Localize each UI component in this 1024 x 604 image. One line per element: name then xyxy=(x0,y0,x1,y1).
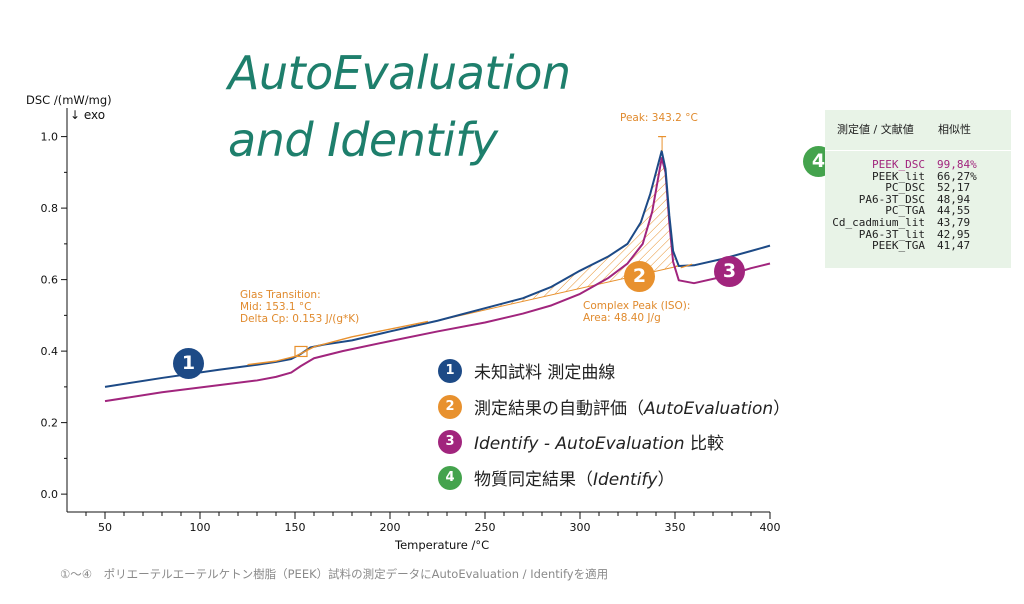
y-axis-label: DSC /(mW/mg) xyxy=(26,93,112,107)
result-value: 43,79 xyxy=(937,216,971,229)
result-name: PA6-3T_lit xyxy=(858,227,925,241)
legend-tail-3: 比較 xyxy=(684,434,724,454)
result-name: PA6-3T_DSC xyxy=(858,192,925,206)
glass-line-1: Glas Transition: xyxy=(240,289,321,301)
legend-italic-4: Identify xyxy=(593,470,658,490)
x-tick-label: 150 xyxy=(285,521,306,534)
x-tick-label: 100 xyxy=(190,521,211,534)
result-name: PC_TGA xyxy=(885,204,925,218)
badge-1: 1 xyxy=(173,348,204,379)
legend-badge-4: 4 xyxy=(438,465,462,490)
figure-caption: ①〜④ ポリエーテルエーテルケトン樹脂（PEEK）試料の測定データにAutoEv… xyxy=(60,567,609,581)
x-tick-label: 300 xyxy=(570,521,591,534)
glass-transition-annotation: Glas Transition: Mid: 153.1 °C Delta Cp:… xyxy=(240,289,359,325)
x-tick-label: 400 xyxy=(760,521,781,534)
legend-italic-2: AutoEvaluation xyxy=(644,399,774,419)
blue-measured-curve xyxy=(104,149,771,388)
legend-text-4: 物質同定結果（ xyxy=(474,470,593,490)
peak-end-marker xyxy=(680,263,693,269)
complex-peak-annotation: Complex Peak (ISO): Area: 48.40 J/g xyxy=(583,300,690,324)
identify-results-panel: 測定値 / 文献値 相似性 PEEK_DSC 99,84% PEEK_lit 66,2… xyxy=(825,110,1011,268)
result-name: PEEK_DSC xyxy=(872,158,925,171)
legend-tail-4: ） xyxy=(657,470,675,490)
complex-peak-area xyxy=(437,150,679,321)
y-tick-label: 0.2 xyxy=(41,417,59,430)
results-divider xyxy=(825,150,1011,151)
legend-item-2: 2 測定結果の自動評価（AutoEvaluation） xyxy=(438,394,790,419)
x-tick-label: 350 xyxy=(665,521,686,534)
complex-line-1: Complex Peak (ISO): xyxy=(583,300,691,312)
x-tick-label: 50 xyxy=(98,521,112,534)
x-axis-label: Temperature /°C xyxy=(395,538,490,552)
result-name: Cd_cadmium_lit xyxy=(832,216,925,229)
headline-line-2: and Identify xyxy=(228,113,498,167)
glass-line-2: Mid: 153.1 °C xyxy=(240,301,312,313)
legend-badge-1: 1 xyxy=(438,358,462,383)
legend-tail-2: ） xyxy=(773,399,791,419)
result-name: PEEK_lit xyxy=(872,169,925,183)
result-value: 44,55 xyxy=(937,204,971,218)
glass-transition-marker xyxy=(294,345,308,358)
y-tick-label: 1.0 xyxy=(41,131,59,144)
result-value: 52,17 xyxy=(937,181,971,195)
legend-item-4: 4 物質同定結果（Identify） xyxy=(438,465,674,490)
result-value: 42,95 xyxy=(937,227,971,241)
x-tick-label: 250 xyxy=(475,521,496,534)
legend-badge-2: 2 xyxy=(438,394,462,419)
result-value: 48,94 xyxy=(937,192,971,206)
legend-item-1: 1 未知試料 測定曲線 xyxy=(438,358,615,383)
y-tick-label: 0.4 xyxy=(41,345,59,358)
badge-3: 3 xyxy=(714,256,745,287)
complex-line-2: Area: 48.40 J/g xyxy=(583,312,661,324)
legend-italic-3: Identify - AutoEvaluation xyxy=(474,434,685,454)
results-header-name: 測定値 / 文献値 xyxy=(837,123,914,136)
exo-direction-label: ↓ exo xyxy=(70,108,106,122)
y-tick-label: 0.8 xyxy=(41,202,59,215)
y-tick-label: 0.0 xyxy=(41,488,59,501)
legend-badge-3: 3 xyxy=(438,429,462,454)
result-value: 66,27% xyxy=(937,169,977,183)
peak-annotation: Peak: 343.2 °C xyxy=(620,112,698,124)
result-value: 41,47 xyxy=(937,239,971,253)
x-tick-label: 200 xyxy=(380,521,401,534)
headline-line-1: AutoEvaluation xyxy=(228,46,571,100)
result-name: PC_DSC xyxy=(885,181,925,195)
legend-text-1: 未知試料 測定曲線 xyxy=(474,363,616,383)
legend-text-2: 測定結果の自動評価（ xyxy=(474,399,644,419)
result-value: 99,84% xyxy=(937,158,977,171)
glass-line-3: Delta Cp: 0.153 J/(g*K) xyxy=(240,313,360,325)
badge-2: 2 xyxy=(624,261,655,292)
results-header-similarity: 相似性 xyxy=(938,123,971,136)
magenta-identify-curve xyxy=(104,157,771,403)
result-name: PEEK_TGA xyxy=(872,239,925,253)
y-tick-label: 0.6 xyxy=(41,274,59,287)
legend-item-3: 3 Identify - AutoEvaluation 比較 xyxy=(438,429,724,454)
orange-evaluation-curve xyxy=(247,320,429,366)
